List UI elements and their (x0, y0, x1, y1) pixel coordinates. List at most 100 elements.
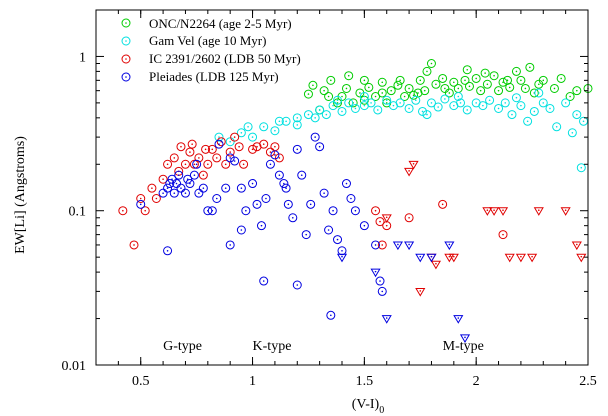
data-point (480, 68, 490, 78)
data-point (214, 132, 224, 142)
upper-limit-point-dot (408, 243, 410, 246)
data-point (288, 213, 298, 223)
data-point-dot (175, 182, 178, 185)
upper-limit-point-dot (580, 255, 583, 258)
upper-limit-point-dot (493, 209, 495, 212)
data-point (567, 128, 577, 138)
data-point-dot (363, 79, 366, 82)
data-point-dot (278, 120, 281, 123)
data-point (310, 132, 320, 142)
data-point (500, 98, 510, 108)
data-point (561, 98, 571, 108)
data-point-dot (202, 174, 205, 176)
x-tick-label: 0.5 (132, 374, 150, 389)
data-point (203, 159, 213, 169)
data-point-dot (524, 87, 527, 90)
data-point-dot (336, 238, 339, 241)
data-point (359, 91, 369, 101)
data-point-dot (312, 84, 314, 87)
upper-limit-point-dot (508, 255, 511, 258)
data-point-dot (526, 120, 529, 123)
data-point (315, 142, 325, 152)
data-point-dot (184, 192, 187, 194)
data-point-dot (256, 145, 258, 148)
data-point (234, 142, 244, 152)
data-point-dot (564, 102, 567, 104)
data-point-dot (198, 157, 200, 159)
upper-limit-point (415, 253, 426, 263)
data-point-dot (464, 79, 466, 82)
data-point (303, 89, 313, 99)
data-point (438, 199, 448, 209)
legend-marker (121, 18, 131, 28)
data-point (440, 83, 450, 93)
data-point (404, 213, 414, 223)
data-point (422, 66, 432, 76)
data-point (212, 153, 222, 163)
data-point (511, 93, 521, 103)
data-point (292, 144, 302, 154)
data-point (373, 105, 383, 115)
data-point-dot (325, 113, 328, 116)
data-point (464, 81, 474, 91)
data-point (216, 137, 226, 147)
data-point-dot (553, 87, 556, 90)
data-point (225, 240, 235, 250)
data-point (270, 150, 280, 160)
x-axis-title: (V-I)0 (352, 397, 384, 416)
data-point-dot (330, 314, 332, 317)
data-point-dot (385, 224, 388, 227)
data-point-dot (262, 280, 265, 282)
data-point-dot (408, 87, 410, 90)
data-point (292, 280, 302, 290)
data-point-dot (144, 209, 146, 212)
data-point-dot (162, 192, 164, 194)
data-point (523, 116, 533, 126)
x-tick-label: 2.5 (579, 374, 597, 389)
upper-limit-point-dot (576, 243, 578, 246)
data-point-dot (381, 81, 384, 84)
data-point (494, 86, 504, 96)
data-point-dot (292, 216, 294, 219)
data-point (306, 199, 316, 209)
data-point-dot (419, 79, 422, 82)
data-point-dot (336, 99, 339, 102)
upper-limit-point (444, 241, 455, 251)
data-point-dot (265, 197, 267, 200)
data-point (420, 86, 430, 96)
data-point (350, 206, 360, 216)
data-point (259, 122, 269, 132)
data-point-dot (166, 187, 169, 189)
data-point (344, 71, 354, 81)
data-point-dot (379, 220, 381, 223)
legend-label-pleiades: Pleiades (LDB 125 Myr) (149, 69, 279, 84)
data-point-dot (350, 197, 352, 200)
data-point (297, 170, 307, 180)
data-point (460, 75, 470, 85)
data-point-dot (555, 125, 558, 128)
data-point (415, 75, 425, 85)
upper-limit-point (560, 207, 571, 216)
data-point (180, 188, 190, 198)
data-point (346, 194, 356, 204)
data-point-dot (274, 145, 276, 148)
data-point-dot (421, 110, 424, 113)
upper-limit-point-dot (341, 255, 343, 258)
data-point (489, 71, 499, 81)
data-point-dot (363, 104, 366, 107)
upper-limit-point-dot (385, 317, 388, 319)
data-point-dot (224, 163, 227, 166)
upper-limit-point-dot (538, 209, 540, 212)
data-point-dot (549, 107, 551, 110)
axes: 0.5 1 1.5 2 2.5 0.01 0.1 1 (62, 9, 597, 389)
data-point (176, 183, 186, 193)
data-point-dot (287, 203, 290, 206)
data-point-dot (151, 187, 153, 189)
data-point-dot (247, 125, 249, 128)
data-point-dot (504, 102, 507, 104)
data-point (438, 73, 448, 83)
data-point-dot (229, 151, 231, 153)
annotation-g-type: G-type (163, 339, 202, 354)
data-point (165, 179, 175, 189)
data-point (270, 126, 280, 136)
